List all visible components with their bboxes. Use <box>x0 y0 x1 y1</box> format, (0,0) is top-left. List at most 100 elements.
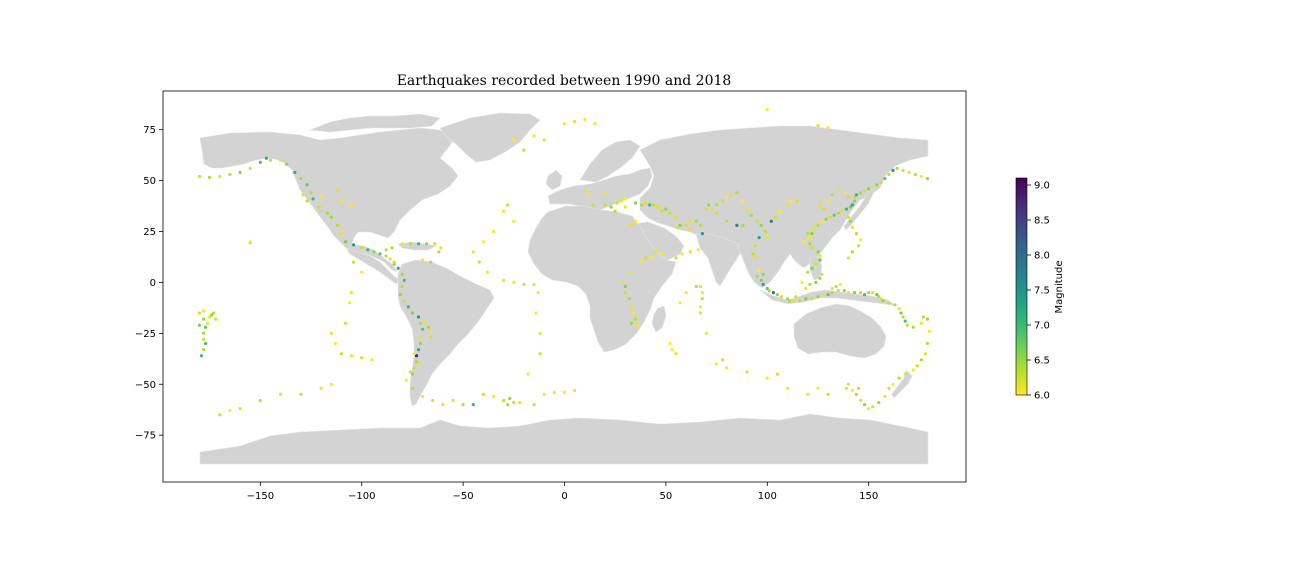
earthquake-point <box>404 378 408 382</box>
earthquake-point <box>421 394 425 399</box>
earthquake-point <box>761 282 765 287</box>
earthquake-point <box>816 223 820 227</box>
x-tick-label: 50 <box>660 491 673 502</box>
earthquake-point <box>619 199 623 203</box>
earthquake-point <box>840 209 844 213</box>
earthquake-point <box>603 203 607 207</box>
earthquake-point <box>627 270 632 274</box>
x-tick-label: −150 <box>247 491 274 502</box>
earthquake-point <box>408 242 412 246</box>
earthquake-point <box>378 252 382 256</box>
earthquake-point <box>429 260 433 264</box>
earthquake-point <box>451 398 455 403</box>
earthquake-point <box>317 205 321 209</box>
earthquake-point <box>518 401 522 405</box>
earthquake-point <box>856 386 861 390</box>
earthquake-point <box>721 199 725 203</box>
earthquake-point <box>735 223 739 227</box>
earthquake-point <box>846 382 851 386</box>
earthquake-point <box>202 337 206 341</box>
earthquake-point <box>591 203 595 207</box>
earthquake-point <box>285 162 289 166</box>
japan-islands <box>843 187 875 231</box>
earthquake-point <box>854 193 859 197</box>
earthquake-point <box>629 305 634 309</box>
colorbar-tick-label: 7.0 <box>1034 321 1050 332</box>
earthquake-point <box>834 284 838 289</box>
earthquake-point <box>629 223 634 227</box>
earthquake-point <box>859 398 863 403</box>
earthquake-point <box>350 203 354 207</box>
earthquake-point <box>911 368 915 372</box>
earthquake-point <box>299 392 303 396</box>
earthquake-point <box>532 282 536 287</box>
earthquake-point <box>818 258 822 262</box>
earthquake-point <box>199 354 204 358</box>
earthquake-point <box>822 293 826 297</box>
earthquake-point <box>208 175 212 180</box>
earthquake-point <box>615 201 619 205</box>
earthquake-point <box>710 207 715 211</box>
earthquake-point <box>844 386 849 390</box>
earthquake-point <box>534 311 538 315</box>
earthquake-point <box>919 358 924 362</box>
earthquake-point <box>877 401 881 405</box>
earthquake-point <box>410 311 414 315</box>
earthquake-point <box>526 372 530 376</box>
earthquake-point <box>573 388 577 392</box>
earthquake-point <box>925 341 930 346</box>
earthquake-point <box>650 256 654 260</box>
earthquake-point <box>208 315 212 319</box>
earthquake-point <box>674 352 678 356</box>
chart-title: Earthquakes recorded between 1990 and 20… <box>397 73 732 89</box>
earthquake-point <box>644 201 648 205</box>
scandinavia-landmass <box>579 139 641 183</box>
earthquake-point <box>867 407 871 411</box>
earthquake-point <box>668 211 672 215</box>
earthquake-point <box>848 219 853 223</box>
earthquake-point <box>656 205 660 209</box>
earthquake-point <box>704 207 709 211</box>
earthquake-point <box>816 250 820 254</box>
earthquake-point <box>800 280 804 284</box>
earthquake-point <box>698 223 703 227</box>
earthquake-point <box>350 291 354 295</box>
earthquake-point <box>441 403 445 407</box>
earthquake-point <box>891 168 895 172</box>
earthquake-point <box>350 354 354 358</box>
earthquake-point <box>749 213 753 217</box>
earthquake-point <box>698 311 703 315</box>
earthquake-point <box>502 209 506 213</box>
earthquake-point <box>775 293 780 297</box>
earthquake-point <box>715 203 719 207</box>
earthquake-point <box>725 219 729 223</box>
earthquake-point <box>846 291 851 295</box>
earthquake-point <box>660 252 664 256</box>
africa-landmass <box>527 205 677 353</box>
earthquake-point <box>508 396 512 401</box>
earthquake-point <box>830 286 834 291</box>
x-tick-label: 0 <box>561 491 567 502</box>
earthquake-point <box>824 217 828 221</box>
earthquake-point <box>804 297 808 301</box>
earthquake-point <box>867 291 871 295</box>
greenland-landmass <box>439 112 541 163</box>
earthquake-point <box>429 335 433 339</box>
earthquake-point <box>402 278 406 282</box>
earthquake-point <box>279 392 283 396</box>
earthquake-point <box>202 317 206 321</box>
earthquake-point <box>854 232 859 236</box>
earthquake-point <box>863 293 867 297</box>
earthquake-point <box>863 189 867 193</box>
earthquake-point <box>688 219 692 223</box>
earthquake-point <box>830 193 834 197</box>
earthquake-point <box>769 219 773 223</box>
earthquake-point <box>202 309 206 313</box>
earthquake-point <box>400 242 404 246</box>
earthquake-point <box>532 134 536 138</box>
earthquake-point <box>412 352 416 356</box>
earthquake-point <box>830 291 834 295</box>
earthquake-point <box>678 223 682 227</box>
colorbar-tick-label: 8.5 <box>1034 216 1050 227</box>
earthquake-point <box>406 305 410 309</box>
